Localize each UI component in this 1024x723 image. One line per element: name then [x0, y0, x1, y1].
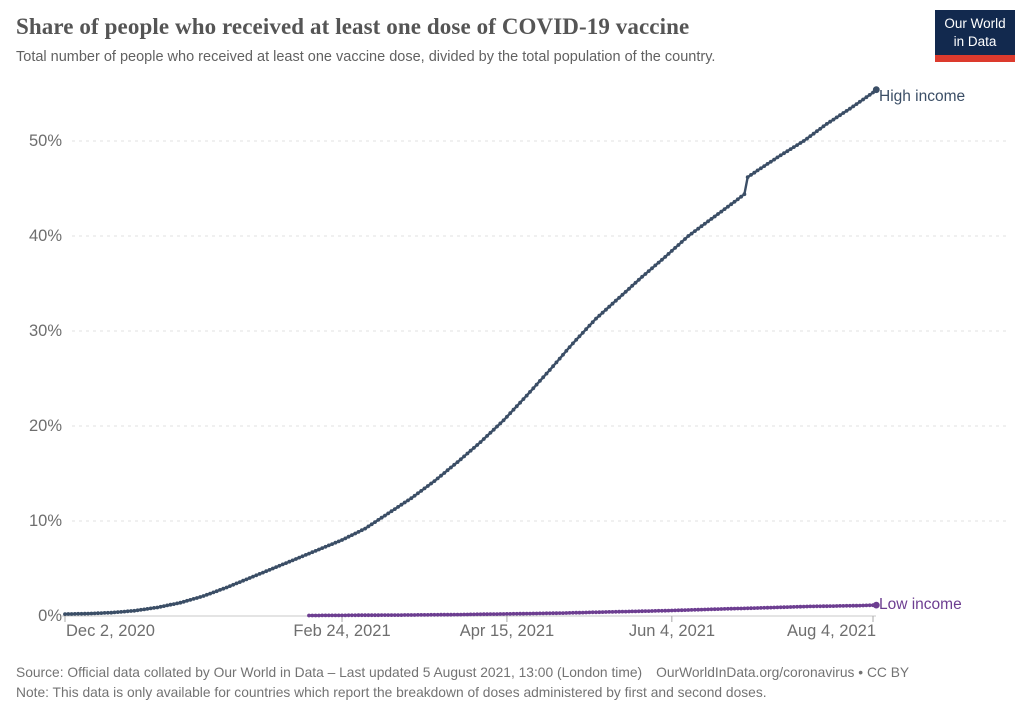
- y-tick-label-20: 20%: [28, 417, 62, 435]
- x-tick-label-aug4: Aug 4, 2021: [787, 622, 876, 640]
- owid-logo: Our World in Data: [935, 10, 1015, 62]
- footer-link[interactable]: OurWorldInData.org/coronavirus • CC BY: [656, 665, 910, 680]
- footer-source-row: Source: Official data collated by Our Wo…: [16, 663, 1016, 683]
- footer-source: Source: Official data collated by Our Wo…: [16, 665, 643, 680]
- series-label-low-income: Low income: [879, 596, 962, 613]
- y-tick-label-40: 40%: [28, 227, 62, 245]
- footer-note: Note: This data is only available for co…: [16, 685, 767, 700]
- owid-logo-line1: Our World: [944, 16, 1006, 31]
- y-tick-label-0: 0%: [38, 607, 62, 625]
- chart-footer: Source: Official data collated by Our Wo…: [16, 663, 1016, 703]
- chart-title: Share of people who received at least on…: [16, 14, 690, 39]
- x-tick-label-feb24: Feb 24, 2021: [293, 622, 391, 640]
- y-tick-label-10: 10%: [28, 512, 62, 530]
- owid-logo-text: Our World in Data: [935, 10, 1015, 55]
- x-tick-label-dec2: Dec 2, 2020: [66, 622, 155, 640]
- x-tick-label-apr15: Apr 15, 2021: [459, 622, 555, 640]
- x-tick-label-jun4: Jun 4, 2021: [628, 622, 716, 640]
- y-tick-label-50: 50%: [28, 132, 62, 150]
- chart-subtitle: Total number of people who received at l…: [16, 49, 716, 65]
- owid-logo-red-bar: [935, 55, 1015, 62]
- series-label-high-income: High income: [879, 88, 966, 105]
- y-tick-label-30: 30%: [28, 322, 62, 340]
- owid-logo-line2: in Data: [953, 34, 997, 49]
